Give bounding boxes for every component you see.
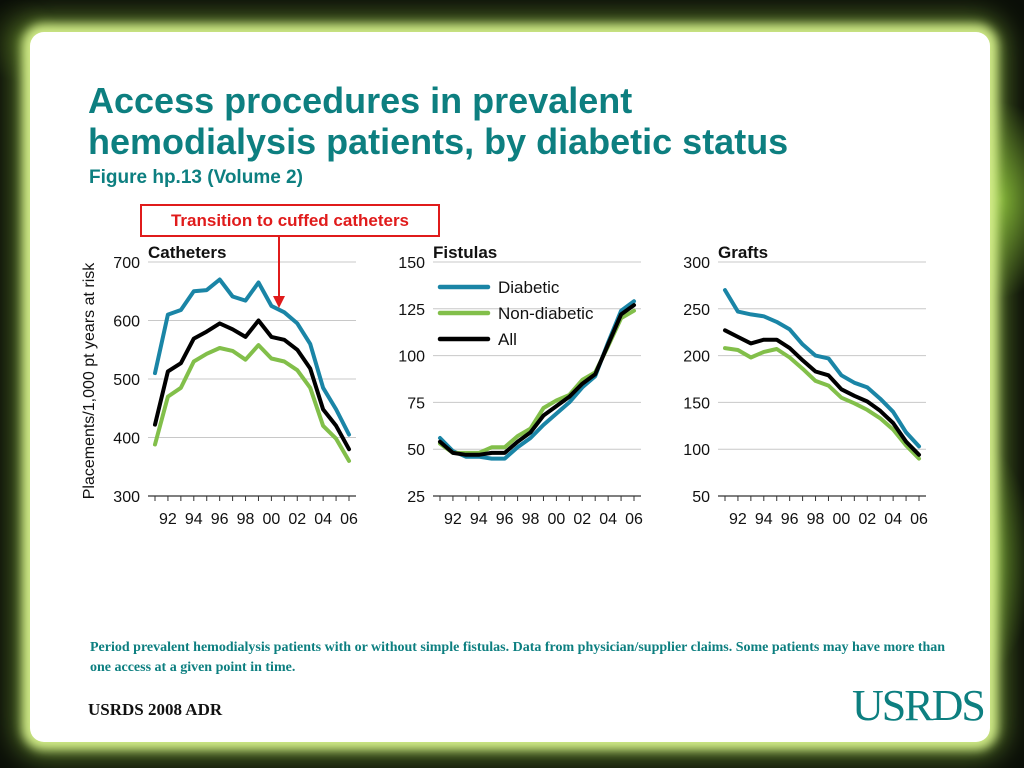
y-tick-label: 150 — [398, 255, 425, 272]
y-tick-label: 100 — [398, 349, 425, 366]
x-tick-label: 98 — [807, 511, 825, 528]
x-tick-label: 96 — [496, 511, 514, 528]
y-tick-label: 125 — [398, 302, 425, 319]
slide-subtitle: Figure hp.13 (Volume 2) — [89, 167, 303, 188]
series-line-all — [438, 303, 636, 457]
y-tick-label: 50 — [692, 489, 710, 506]
x-tick-label: 94 — [470, 511, 488, 528]
y-axis-label: Placements/1,000 pt years at risk — [81, 262, 98, 500]
x-tick-label: 98 — [522, 511, 540, 528]
panel-title: Catheters — [148, 243, 226, 262]
y-tick-label: 100 — [683, 442, 710, 459]
x-tick-label: 06 — [910, 511, 928, 528]
footnote: Period prevalent hemodialysis patients w… — [90, 640, 946, 675]
callout-arrow — [273, 236, 285, 308]
chart-fistulas: 25 50 75 100 125 150 92 94 96 98 00 02 04 06 FistulasD… — [398, 243, 643, 528]
series-line-non-diabetic — [153, 343, 351, 463]
slide-title-line-2: hemodialysis patients, by diabetic statu… — [88, 121, 789, 162]
series-line-all — [723, 328, 921, 457]
x-tick-label: 02 — [858, 511, 876, 528]
x-tick-label: 06 — [625, 511, 643, 528]
x-tick-label: 92 — [159, 511, 177, 528]
x-tick-label: 98 — [237, 511, 255, 528]
slide-title: Access procedures in prevalent hemodialy… — [88, 80, 788, 162]
y-tick-label: 400 — [113, 431, 140, 448]
y-tick-label: 500 — [113, 372, 140, 389]
x-tick-label: 92 — [444, 511, 462, 528]
y-tick-label: 50 — [407, 442, 425, 459]
panel-title: Fistulas — [433, 243, 497, 262]
x-tick-label: 02 — [288, 511, 306, 528]
legend-label-diabetic: Diabetic — [498, 278, 560, 297]
x-tick-label: 04 — [314, 511, 332, 528]
chart-catheters: 300 400 500 600 700 92 94 96 98 00 02 04 06 Catheters… — [81, 243, 358, 528]
x-tick-label: 00 — [263, 511, 281, 528]
x-tick-label: 00 — [548, 511, 566, 528]
panel-title: Grafts — [718, 243, 768, 262]
series-line-all — [153, 318, 351, 452]
source-label: USRDS 2008 ADR — [88, 700, 223, 719]
y-tick-label: 250 — [683, 302, 710, 319]
legend-label-non-diabetic: Non-diabetic — [498, 304, 594, 323]
series-line-diabetic — [153, 277, 351, 437]
usrds-logo: USRDS — [852, 681, 986, 730]
x-tick-label: 00 — [833, 511, 851, 528]
y-tick-label: 150 — [683, 395, 710, 412]
callout-arrow-head — [273, 296, 285, 308]
x-tick-label: 02 — [573, 511, 591, 528]
x-tick-label: 96 — [211, 511, 229, 528]
y-tick-label: 300 — [683, 255, 710, 272]
x-tick-label: 94 — [755, 511, 773, 528]
x-tick-label: 96 — [781, 511, 799, 528]
series-line-diabetic — [438, 299, 636, 461]
series-line-diabetic — [723, 288, 921, 449]
y-tick-label: 75 — [407, 395, 425, 412]
legend-label-all: All — [498, 330, 517, 349]
x-tick-label: 04 — [884, 511, 902, 528]
chart-grafts: 50 100 150 200 250 300 92 94 96 98 00 02 04 06 Grafts — [683, 243, 928, 528]
y-tick-label: 300 — [113, 489, 140, 506]
y-tick-label: 600 — [113, 314, 140, 331]
slide-title-line-1: Access procedures in prevalent — [88, 80, 633, 121]
x-tick-label: 92 — [729, 511, 747, 528]
y-tick-label: 700 — [113, 255, 140, 272]
x-tick-label: 04 — [599, 511, 617, 528]
x-tick-label: 06 — [340, 511, 358, 528]
callout-box: Transition to cuffed catheters — [140, 204, 440, 237]
series-line-non-diabetic — [723, 346, 921, 461]
x-tick-label: 94 — [185, 511, 203, 528]
y-tick-label: 200 — [683, 349, 710, 366]
y-tick-label: 25 — [407, 489, 425, 506]
